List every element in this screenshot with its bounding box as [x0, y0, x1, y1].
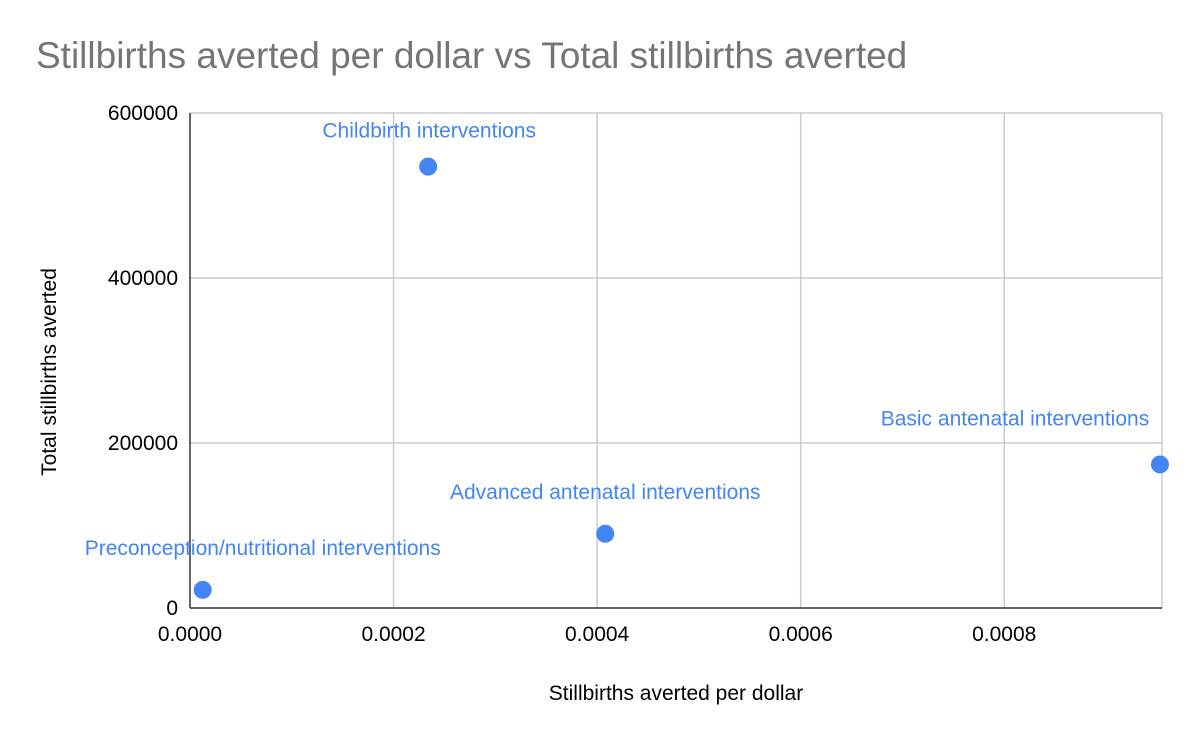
data-point [596, 524, 615, 543]
x-axis-label: Stillbirths averted per dollar [549, 682, 803, 705]
grid-lines [190, 112, 1163, 608]
point-label: Childbirth interventions [322, 120, 536, 143]
y-tick-label: 400000 [108, 267, 178, 290]
x-tick-label: 0.0000 [158, 623, 222, 646]
y-axis-label: Total stillbirths averted [38, 268, 61, 476]
data-point [1150, 455, 1169, 474]
y-tick-label: 600000 [108, 102, 178, 125]
point-label: Preconception/nutritional interventions [85, 537, 441, 560]
y-tick-label: 0 [166, 597, 178, 620]
x-tick-label: 0.0006 [769, 623, 833, 646]
axes: 0 200000 400000 600000 0.0000 0.0002 0.0004 0.0… [108, 102, 1162, 646]
point-label: Advanced antenatal interventions [450, 481, 761, 504]
x-tick-label: 0.0002 [361, 623, 425, 646]
point-label: Basic antenatal interventions [881, 407, 1150, 430]
data-point [193, 580, 212, 599]
data-point [419, 157, 438, 176]
chart-title: Stillbirths averted per dollar vs Total … [36, 35, 907, 76]
data-points [193, 157, 1169, 599]
point-labels: Preconception/nutritional interventions C… [85, 120, 1150, 560]
x-tick-label: 0.0004 [565, 623, 630, 646]
x-tick-label: 0.0008 [972, 623, 1036, 646]
y-tick-label: 200000 [108, 432, 178, 455]
